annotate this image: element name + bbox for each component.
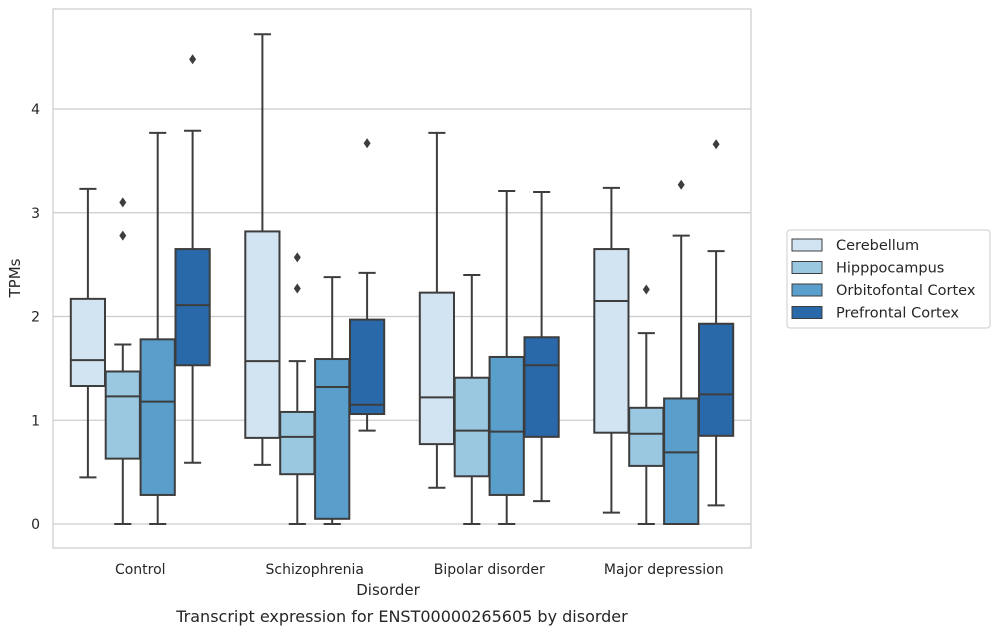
box: [418, 131, 456, 489]
box-body: [314, 358, 351, 520]
box-body: [697, 322, 735, 437]
y-axis-label: TPMs: [6, 258, 24, 298]
box-body: [279, 410, 316, 476]
y-tick-label: 0: [31, 517, 40, 533]
y-tick-label: 1: [31, 413, 40, 429]
y-tick-label: 4: [31, 102, 40, 118]
legend-label: Orbitofontal Cortex: [836, 283, 976, 299]
legend-swatch: [791, 306, 823, 319]
outlier-point: [119, 230, 127, 241]
box: [279, 252, 316, 525]
box: [314, 276, 351, 525]
chart-caption: Transcript expression for ENST0000026560…: [175, 607, 628, 626]
x-tick-label: Bipolar disorder: [434, 562, 545, 578]
outlier-point: [642, 284, 650, 295]
box-body: [628, 406, 665, 467]
box: [348, 138, 386, 432]
legend-swatch: [791, 238, 823, 252]
box: [244, 33, 281, 466]
legend-swatch: [791, 283, 823, 297]
box: [139, 131, 176, 525]
plot-frame: [52, 8, 752, 549]
box: [104, 197, 141, 525]
box-body: [453, 376, 490, 478]
legend-label: Prefrontal Cortex: [836, 306, 959, 322]
legend-swatch: [791, 261, 823, 274]
box: [174, 54, 211, 464]
box-body: [488, 355, 525, 496]
outlier-point: [189, 54, 197, 65]
box-body: [593, 248, 630, 434]
legend: Cerebellum Hipppocampus Orbitofontal Corte…: [786, 229, 991, 329]
outlier-point: [677, 179, 685, 190]
box: [663, 179, 700, 525]
box: [488, 189, 525, 525]
outlier-point: [712, 139, 720, 150]
legend-frame: [786, 229, 991, 329]
box-body: [348, 318, 386, 416]
x-tick-label: Control: [115, 562, 166, 578]
legend-label: Cerebellum: [836, 238, 919, 254]
box-body: [174, 248, 211, 367]
box: [523, 191, 560, 503]
box-body: [663, 397, 700, 525]
box-body: [523, 336, 560, 438]
x-axis-label: Disorder: [356, 581, 420, 599]
x-tick-label: Schizophrenia: [266, 562, 364, 578]
box: [697, 139, 735, 507]
outlier-point: [363, 138, 371, 149]
box-body: [69, 297, 107, 388]
y-tick-label: 3: [31, 206, 40, 222]
outlier-point: [293, 283, 301, 294]
x-tick-label: Major depression: [604, 562, 724, 578]
y-tick-label: 2: [31, 310, 40, 326]
y-tick-labels: 0 1 2 3 4: [31, 102, 40, 533]
box: [593, 186, 630, 514]
box-body: [139, 338, 176, 496]
box: [69, 187, 107, 479]
x-tick-labels: Control Schizophrenia Bipolar disorder Majo…: [115, 562, 724, 578]
box: [628, 284, 665, 525]
box-body: [418, 291, 456, 446]
legend-label: Hipppocampus: [836, 261, 944, 277]
box-series: [69, 33, 735, 525]
box-body: [104, 370, 141, 460]
outlier-point: [119, 197, 127, 208]
box-body: [244, 230, 281, 439]
box: [453, 274, 490, 525]
outlier-point: [293, 252, 301, 263]
